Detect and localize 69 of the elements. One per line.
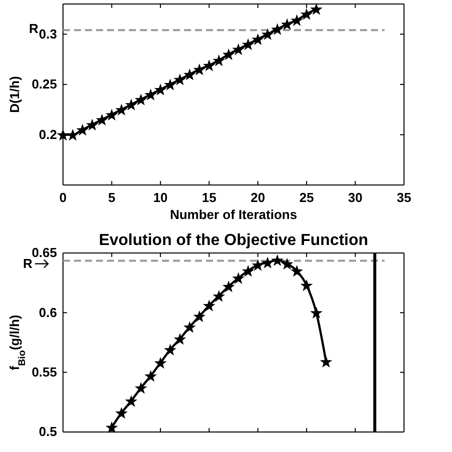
x-tick-label: 15 — [202, 190, 216, 206]
point — [202, 300, 216, 312]
point — [96, 114, 108, 126]
x-tick-label: 30 — [348, 190, 363, 206]
y-axis-title: D(1/h) — [7, 76, 22, 113]
point — [144, 88, 157, 100]
point — [222, 280, 235, 292]
point — [271, 23, 284, 36]
x-tick-label: 20 — [250, 190, 266, 206]
point — [106, 108, 118, 120]
x-tick-label: 10 — [153, 190, 168, 206]
point — [86, 118, 98, 131]
point — [125, 98, 138, 110]
point — [300, 8, 313, 20]
x-tick-label: 5 — [108, 190, 116, 206]
point — [183, 68, 196, 80]
point — [232, 43, 245, 56]
point — [134, 382, 148, 394]
point — [115, 407, 128, 419]
point — [271, 254, 284, 266]
point — [212, 290, 226, 302]
point — [154, 356, 167, 369]
point — [261, 28, 274, 40]
point — [310, 306, 322, 319]
point — [183, 321, 196, 333]
point — [76, 124, 89, 136]
point — [242, 38, 254, 50]
y-tick-label: 0.3 — [38, 26, 57, 42]
point — [202, 59, 216, 72]
y-tick-label: 0.2 — [38, 126, 57, 142]
chart-title: Evolution of the Objective Function — [98, 232, 368, 249]
x-axis-title: Number of Iterations — [170, 207, 298, 222]
point — [125, 395, 138, 407]
point — [144, 370, 157, 382]
ref-line-label: R — [23, 256, 33, 271]
point — [134, 94, 148, 106]
point — [242, 265, 254, 277]
point — [290, 14, 304, 26]
y-tick-label: 0.6 — [38, 304, 57, 320]
point — [252, 259, 264, 271]
point — [193, 310, 206, 322]
point — [320, 356, 332, 368]
point — [115, 104, 128, 116]
point — [280, 258, 294, 270]
x-tick-label: 35 — [396, 190, 412, 206]
point — [252, 33, 264, 46]
point — [193, 63, 206, 76]
point — [261, 256, 274, 268]
point — [280, 18, 294, 30]
point — [300, 279, 313, 292]
x-tick-label: 0 — [59, 190, 67, 206]
x-tick-label: 25 — [299, 190, 314, 206]
point — [154, 84, 167, 96]
point — [290, 265, 304, 277]
y-tick-label: 0.5 — [38, 424, 57, 440]
point — [106, 421, 118, 434]
y-tick-label: 0.55 — [32, 364, 57, 380]
point — [310, 3, 322, 15]
point — [174, 74, 186, 86]
y-tick-label: 0.65 — [32, 245, 57, 260]
point — [222, 48, 235, 60]
point — [232, 272, 245, 284]
y-tick-label: 0.25 — [32, 76, 57, 92]
ref-line-label: R — [29, 21, 39, 36]
point — [66, 128, 79, 141]
point — [164, 78, 176, 90]
point — [164, 344, 176, 356]
point — [212, 54, 226, 66]
point — [174, 333, 186, 345]
